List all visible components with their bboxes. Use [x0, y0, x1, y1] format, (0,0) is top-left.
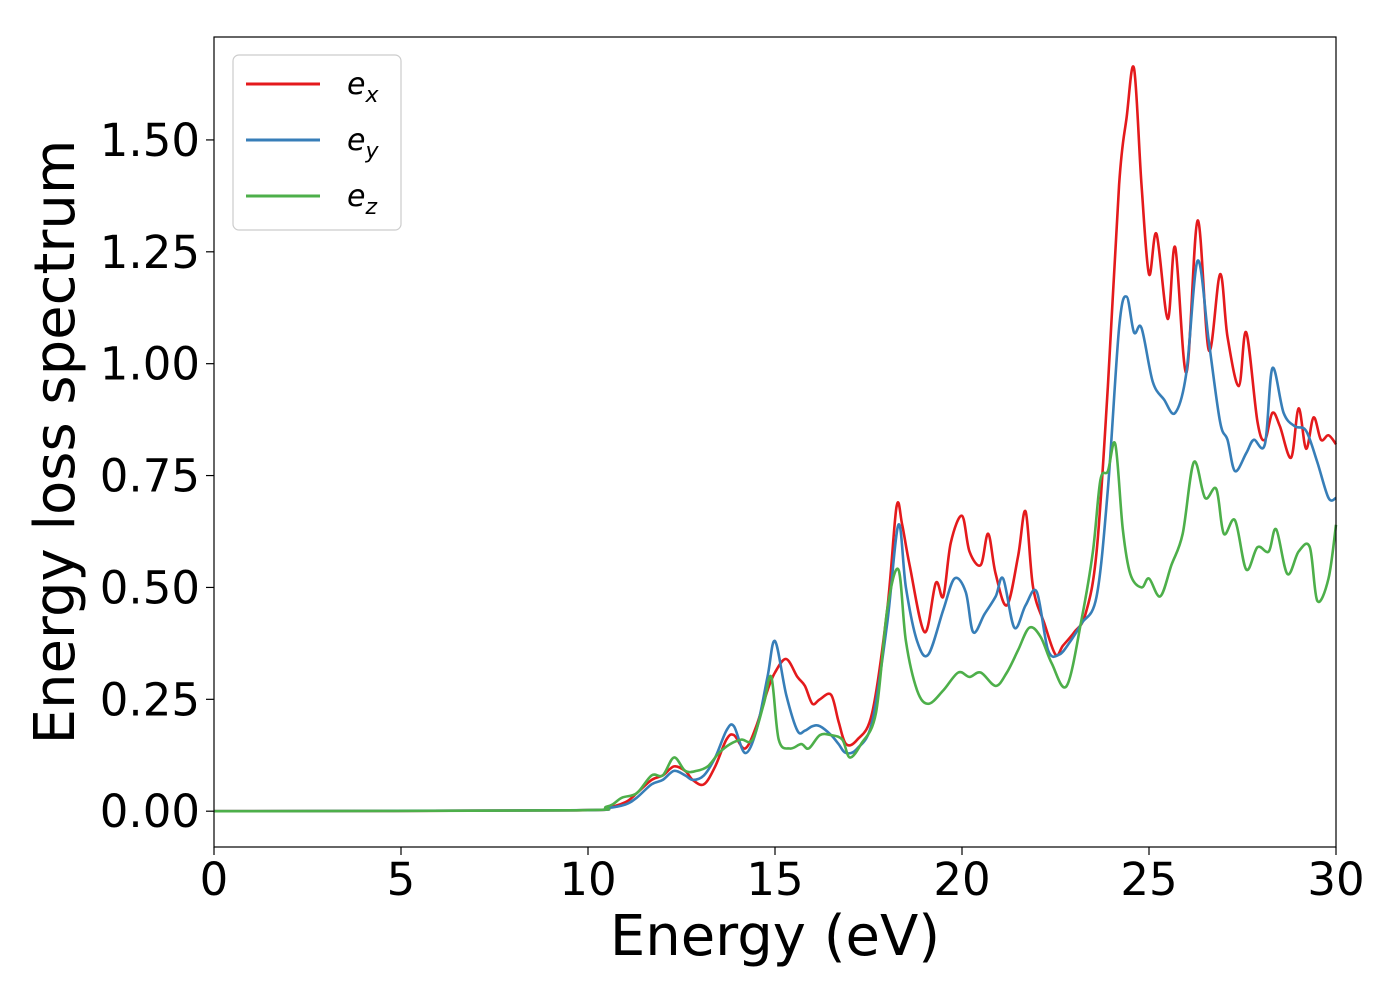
- y-axis-title: Energy loss spectrum: [23, 140, 88, 745]
- x-tick-label: 30: [1307, 853, 1364, 906]
- x-tick-label: 10: [559, 853, 616, 906]
- y-tick-label: 1.50: [100, 114, 200, 167]
- legend-label-subscript: z: [364, 195, 377, 220]
- x-tick-label: 20: [933, 853, 990, 906]
- y-axis: 0.00 0.25 0.50 0.75 1.00 1.25 1.50: [100, 114, 214, 838]
- y-tick-label: 0.50: [100, 561, 200, 614]
- legend-label-y: ey: [347, 123, 379, 164]
- legend-label-main: e: [347, 67, 365, 102]
- legend-label-subscript: y: [364, 139, 379, 164]
- legend-label-main: e: [347, 123, 365, 158]
- y-tick-label: 0.00: [100, 785, 200, 838]
- legend-label-subscript: x: [364, 83, 379, 108]
- x-axis: 0 5 10 15 20 25 30: [200, 847, 1365, 906]
- series-layer: [213, 65, 1338, 813]
- legend-label-main: e: [347, 179, 365, 214]
- y-tick-label: 0.25: [100, 673, 200, 726]
- x-axis-title: Energy (eV): [610, 904, 940, 969]
- x-tick-label: 15: [746, 853, 803, 906]
- y-tick-label: 1.25: [100, 226, 200, 279]
- series-line-z: [213, 441, 1338, 813]
- legend-box: [232, 54, 402, 231]
- y-tick-label: 1.00: [100, 338, 200, 391]
- series-line-y: [213, 259, 1337, 813]
- legend-label-x: ex: [347, 67, 379, 108]
- legend-label-z: ez: [347, 179, 377, 220]
- series-line-x: [213, 65, 1338, 813]
- x-tick-label: 0: [200, 853, 229, 906]
- y-tick-label: 0.75: [100, 450, 200, 503]
- x-tick-label: 5: [387, 853, 416, 906]
- x-tick-label: 25: [1120, 853, 1177, 906]
